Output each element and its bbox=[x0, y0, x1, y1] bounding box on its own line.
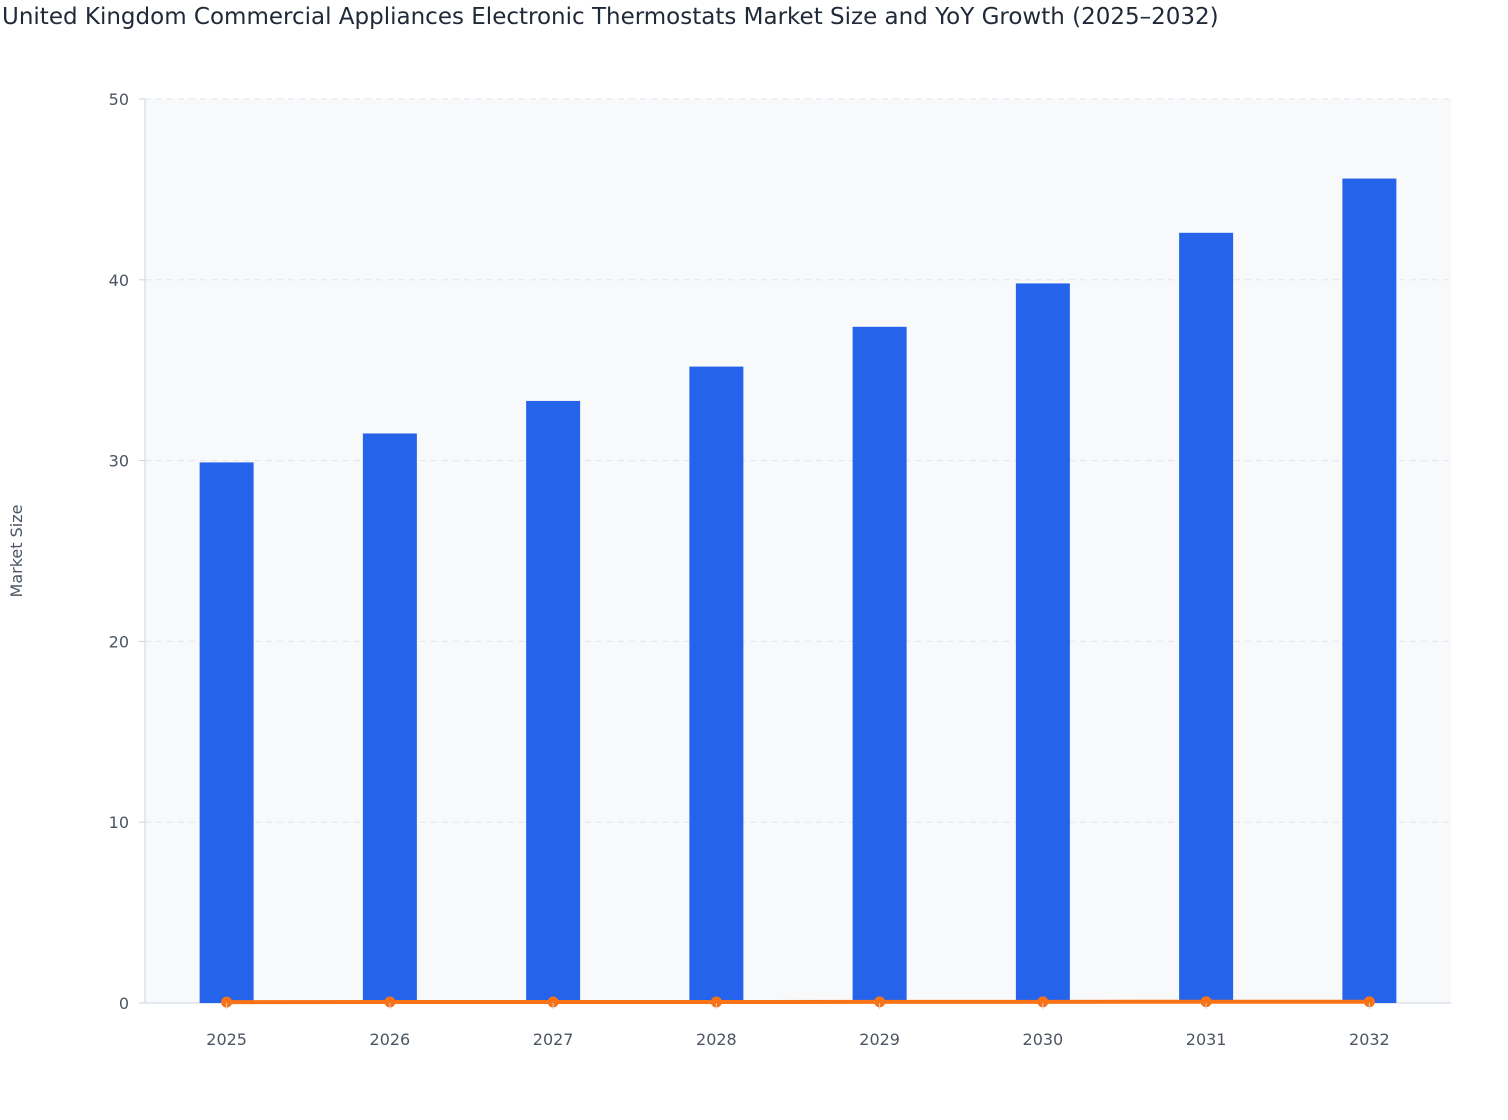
growth-point-2029[interactable] bbox=[874, 996, 886, 1008]
gridlines bbox=[145, 98, 1451, 823]
growth-point-2025[interactable] bbox=[221, 996, 233, 1008]
bar-2032[interactable] bbox=[1342, 178, 1397, 1003]
bar-2028[interactable] bbox=[689, 366, 744, 1004]
growth-point-2031[interactable] bbox=[1200, 996, 1212, 1008]
x-tick-label: 2028 bbox=[696, 1030, 737, 1049]
y-tick-label: 10 bbox=[109, 813, 129, 832]
bar-2031[interactable] bbox=[1179, 232, 1234, 1004]
x-tick-label: 2025 bbox=[206, 1030, 247, 1049]
bar-2025[interactable] bbox=[199, 462, 254, 1004]
y-axis-label: Market Size bbox=[7, 505, 26, 598]
x-tick-label: 2026 bbox=[370, 1030, 411, 1049]
bar-2029[interactable] bbox=[852, 326, 907, 1004]
y-tick-label: 30 bbox=[109, 452, 129, 471]
growth-point-2028[interactable] bbox=[710, 996, 722, 1008]
growth-point-2032[interactable] bbox=[1363, 996, 1375, 1008]
bar-2026[interactable] bbox=[362, 433, 417, 1004]
bars bbox=[199, 178, 1397, 1004]
growth-point-2027[interactable] bbox=[547, 996, 559, 1008]
x-tick-label: 2029 bbox=[859, 1030, 900, 1049]
bar-2030[interactable] bbox=[1015, 283, 1070, 1003]
x-tick-label: 2030 bbox=[1023, 1030, 1064, 1049]
bar-2027[interactable] bbox=[526, 400, 581, 1003]
growth-point-2026[interactable] bbox=[384, 996, 396, 1008]
x-tick-label: 2032 bbox=[1349, 1030, 1390, 1049]
chart-title: United Kingdom Commercial Appliances Ele… bbox=[2, 4, 1219, 30]
x-tick-label: 2027 bbox=[533, 1030, 574, 1049]
y-tick-label: 20 bbox=[109, 632, 129, 651]
growth-line bbox=[221, 996, 1375, 1008]
y-tick-label: 50 bbox=[109, 90, 129, 109]
x-tick-label: 2031 bbox=[1186, 1030, 1227, 1049]
y-axis-ticks: 0 10 20 30 40 50 bbox=[109, 90, 145, 1013]
growth-point-2030[interactable] bbox=[1037, 996, 1049, 1008]
x-axis-ticks: 2025 2026 2027 2028 2029 2030 2031 2032 bbox=[206, 1003, 1390, 1049]
y-tick-label: 0 bbox=[119, 994, 129, 1013]
y-tick-label: 40 bbox=[109, 271, 129, 290]
plot-background bbox=[145, 99, 1451, 1003]
